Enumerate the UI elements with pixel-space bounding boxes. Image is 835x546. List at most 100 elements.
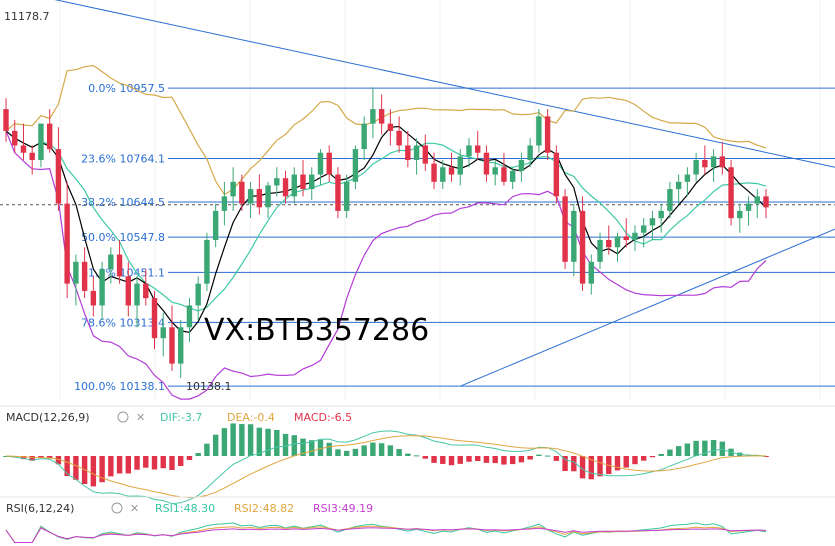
macd-dif: DIF:-3.7 xyxy=(160,411,202,424)
rsi1-value: RSI1:48.30 xyxy=(155,502,215,515)
macd-bar xyxy=(230,423,236,456)
trendlines xyxy=(54,0,835,387)
trendline xyxy=(54,0,835,168)
candle-body xyxy=(265,185,271,208)
rsi1-line xyxy=(5,522,767,543)
candle-body xyxy=(20,145,27,153)
macd-bar xyxy=(186,456,193,460)
macd-bar xyxy=(579,456,586,479)
candle-body xyxy=(588,261,594,284)
macd-bar xyxy=(710,440,717,456)
macd-bar xyxy=(501,456,507,465)
candle-body xyxy=(623,236,629,240)
macd-bar xyxy=(46,456,53,459)
macd-label: MACD(12,26,9) xyxy=(6,411,90,424)
macd-bar xyxy=(475,456,481,462)
candle-body xyxy=(536,116,542,146)
candle-body xyxy=(221,196,228,211)
macd-bar xyxy=(125,456,132,474)
candle-body xyxy=(640,225,647,233)
candle-body xyxy=(606,240,612,248)
candle-body xyxy=(440,167,446,182)
candle-body xyxy=(466,145,472,157)
macd-bar xyxy=(413,455,420,457)
candle-body xyxy=(343,181,350,211)
candle-body xyxy=(448,167,455,175)
candle-body xyxy=(125,276,132,306)
candle-body xyxy=(378,109,385,124)
candle-body xyxy=(501,167,507,182)
candle-body xyxy=(562,196,568,262)
macd-bar xyxy=(90,456,97,487)
boll-lower xyxy=(5,130,767,400)
candle-body xyxy=(247,189,254,204)
macd-bar xyxy=(509,456,516,465)
macd-bar xyxy=(361,445,367,456)
candle-body xyxy=(134,283,140,306)
low-price-label: 10138.1 xyxy=(186,380,232,393)
candle-body xyxy=(422,145,429,164)
ma-mid xyxy=(5,130,767,312)
candle-body xyxy=(256,189,263,208)
candle-body xyxy=(291,174,297,197)
macd-bar xyxy=(151,456,158,470)
candle-body xyxy=(475,145,481,153)
settings-icon[interactable] xyxy=(111,502,123,514)
candle-body xyxy=(457,156,463,175)
candle-body xyxy=(300,174,306,190)
macd-bar xyxy=(29,456,35,461)
macd-bar xyxy=(440,456,446,464)
macd-bar xyxy=(719,441,726,456)
macd-bar xyxy=(667,449,673,456)
candle-body xyxy=(55,149,62,204)
macd-bar xyxy=(370,442,376,456)
candle-body xyxy=(186,305,193,328)
macd-bar xyxy=(553,456,560,461)
candle-body xyxy=(667,189,673,211)
candle-body xyxy=(571,210,577,262)
candle-body xyxy=(326,152,332,175)
macd-bar xyxy=(466,456,472,462)
candle-body xyxy=(684,174,691,182)
candle-body xyxy=(649,218,656,226)
candle-body xyxy=(728,167,734,219)
candle-body xyxy=(658,210,664,219)
macd-bar xyxy=(300,438,306,456)
fib-label: 23.6% 10764.1 xyxy=(81,153,165,166)
close-icon[interactable]: ✕ xyxy=(136,411,145,424)
settings-icon[interactable] xyxy=(117,411,129,423)
macd-bar xyxy=(422,456,429,459)
macd-bar xyxy=(588,456,594,480)
candle-body xyxy=(632,232,638,240)
rsi3-line xyxy=(5,527,767,543)
candle-body xyxy=(274,178,280,186)
macd-bar xyxy=(178,456,184,466)
candle-body xyxy=(492,167,498,175)
watermark: VX:BTB357286 xyxy=(204,313,429,348)
macd-bar xyxy=(265,428,271,456)
macd-bar xyxy=(256,427,263,456)
candle-body xyxy=(763,196,769,208)
macd-bar xyxy=(317,439,324,456)
macd-bar xyxy=(195,453,201,456)
candle-body xyxy=(754,196,760,204)
candle-body xyxy=(370,109,376,124)
macd-bar xyxy=(518,456,525,463)
candle-body xyxy=(143,283,149,299)
candle-body xyxy=(212,210,219,240)
macd-bar xyxy=(274,429,280,456)
fib-label: 38.2% 10644.5 xyxy=(81,196,165,209)
candle-body xyxy=(745,203,752,211)
candle-body xyxy=(693,160,699,175)
macd-bar xyxy=(562,456,568,472)
macd-bar xyxy=(623,456,629,468)
rsi-label: RSI(6,12,24) xyxy=(6,502,74,515)
close-icon[interactable]: ✕ xyxy=(130,502,139,515)
candle-body xyxy=(195,283,201,306)
candle-body xyxy=(116,254,123,277)
candle-body xyxy=(509,170,516,182)
price-labels: 11178.7 10138.1 xyxy=(4,10,232,393)
candle-body xyxy=(160,327,166,339)
macd-bar xyxy=(536,454,542,456)
candle-body xyxy=(710,156,717,168)
